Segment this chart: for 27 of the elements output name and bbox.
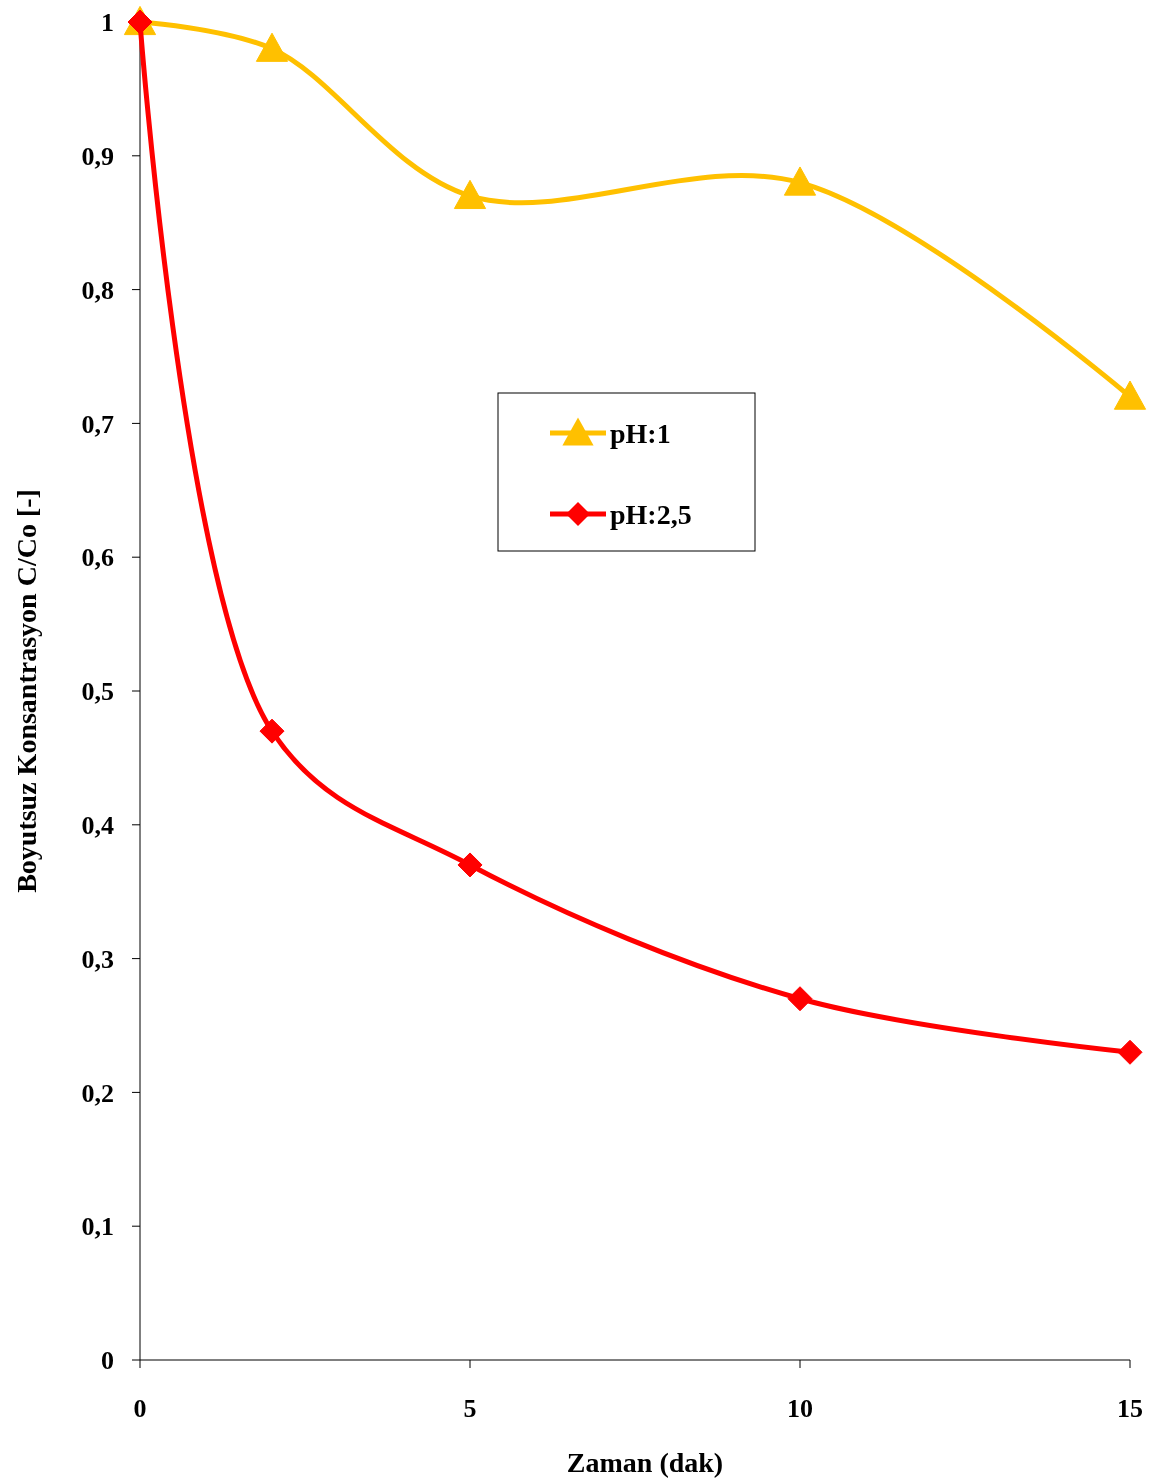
point [259, 718, 285, 744]
y-tick-label: 0,3 [81, 944, 114, 974]
point [1113, 380, 1147, 410]
y-tick-label: 0,7 [81, 409, 114, 439]
x-tick-label: 5 [463, 1394, 477, 1423]
y-tick-label: 0,1 [81, 1212, 114, 1242]
point [787, 986, 813, 1012]
y-tick-label: 0,2 [81, 1078, 114, 1108]
y-tick-label: 0,9 [81, 141, 114, 171]
point [255, 32, 289, 62]
legend-label: pH:1 [610, 417, 671, 449]
x-tick-label: 15 [1117, 1394, 1143, 1423]
y-tick-label: 1 [101, 8, 114, 38]
y-tick-label: 0,5 [81, 677, 114, 707]
y-axis-title: Boyutsuz Konsantrasyon C/Co [-] [11, 489, 42, 893]
y-tick-label: 0,8 [81, 275, 114, 305]
point [783, 166, 817, 196]
point [1117, 1039, 1143, 1065]
point [453, 179, 487, 210]
x-tick-label: 0 [133, 1394, 147, 1423]
point [457, 852, 483, 878]
y-tick-label: 0,6 [81, 543, 114, 573]
y-tick-label: 0,4 [81, 810, 114, 840]
legend-label: pH:2,5 [610, 498, 692, 530]
y-tick-label: 0 [101, 1346, 114, 1376]
x-tick-label: 10 [787, 1394, 813, 1423]
x-axis-title: Zaman (dak) [566, 1447, 724, 1478]
